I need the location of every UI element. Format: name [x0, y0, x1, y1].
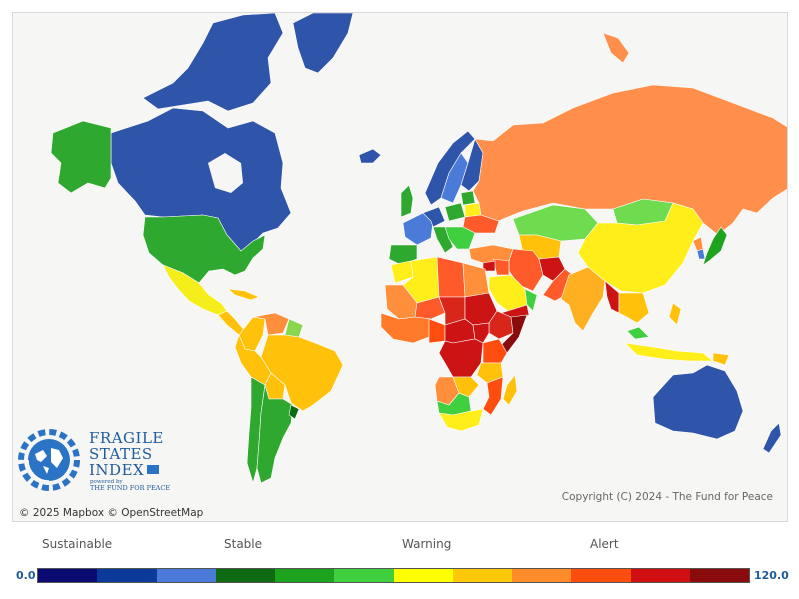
country-indonesia[interactable] — [624, 342, 714, 362]
flag-badge-icon — [147, 465, 160, 474]
country-italy[interactable] — [432, 226, 454, 254]
legend-swatch-10 — [571, 569, 631, 582]
country-iraq[interactable] — [492, 258, 510, 276]
country-united-kingdom[interactable] — [400, 184, 414, 218]
globe-gear-icon — [18, 429, 80, 491]
legend-swatch-7 — [393, 569, 453, 582]
russia-northern-islands[interactable] — [602, 32, 630, 64]
legend-category-stable: Stable — [224, 537, 263, 551]
country-india[interactable] — [560, 266, 606, 332]
legend-category-warning: Warning — [402, 537, 452, 551]
country-alaska[interactable] — [50, 120, 112, 194]
country-canada[interactable] — [110, 107, 292, 252]
legend-swatch-5 — [275, 569, 335, 582]
country-libya[interactable] — [436, 256, 466, 298]
country-argentina[interactable] — [256, 384, 294, 484]
map-attribution[interactable]: © 2025 Mapbox © OpenStreetMap — [19, 507, 204, 519]
country-uruguay[interactable] — [288, 404, 300, 420]
legend-swatch-6 — [334, 569, 394, 582]
copyright-notice: Copyright (C) 2024 - The Fund for Peace — [561, 491, 773, 503]
world-map[interactable] — [13, 13, 788, 522]
country-germany[interactable] — [422, 206, 446, 228]
country-myanmar[interactable] — [604, 280, 620, 314]
logo-organization: THE FUND FOR PEACE — [90, 484, 171, 492]
country-norway[interactable] — [424, 130, 476, 206]
country-philippines[interactable] — [668, 302, 682, 326]
country-malaysia[interactable] — [626, 326, 650, 340]
country-venezuela[interactable] — [252, 312, 290, 336]
country-oman[interactable] — [524, 288, 538, 312]
region-southeast-asia[interactable] — [618, 292, 650, 324]
country-dr-congo[interactable] — [438, 338, 484, 378]
legend-swatch-4 — [215, 569, 275, 582]
region-central-america[interactable] — [217, 310, 246, 336]
legend-swatch-1 — [38, 569, 98, 582]
map-view[interactable]: FRAGILE STATES INDEX powered by THE FUND… — [12, 12, 788, 522]
country-nigeria[interactable] — [428, 318, 446, 344]
country-belarus[interactable] — [464, 202, 482, 218]
logo-powered-by: powered by — [90, 479, 123, 485]
country-turkey[interactable] — [468, 244, 514, 264]
legend-swatch-11 — [630, 569, 690, 582]
country-japan[interactable] — [702, 226, 728, 266]
hudson-bay — [208, 153, 243, 193]
country-kenya[interactable] — [482, 338, 508, 364]
legend-swatch-9 — [512, 569, 572, 582]
country-baltics[interactable] — [460, 190, 476, 206]
legend-swatch-12 — [689, 569, 749, 582]
country-poland[interactable] — [444, 202, 466, 222]
legend-swatch-8 — [452, 569, 512, 582]
legend-category-alert: Alert — [590, 537, 619, 551]
country-south-africa[interactable] — [438, 408, 484, 432]
legend-min-value: 0.0 — [16, 569, 36, 582]
legend-color-scale — [37, 568, 750, 583]
legend-max-value: 120.0 — [754, 569, 789, 582]
legend-swatch-2 — [97, 569, 157, 582]
country-north-korea[interactable] — [692, 236, 704, 252]
fragile-states-index-logo: FRAGILE STATES INDEX powered by THE FUND… — [17, 426, 177, 498]
country-greenland[interactable] — [292, 13, 354, 74]
country-papua-new-guinea[interactable] — [712, 352, 730, 366]
logo-line-fragile: FRAGILE — [89, 429, 164, 447]
logo-line-states: STATES — [89, 445, 153, 463]
country-iceland[interactable] — [358, 148, 382, 164]
country-madagascar[interactable] — [502, 374, 518, 406]
logo-line-index: INDEX — [89, 461, 145, 479]
legend-swatch-3 — [156, 569, 216, 582]
country-south-sudan[interactable] — [472, 322, 490, 344]
country-new-zealand[interactable] — [762, 422, 782, 454]
country-south-korea[interactable] — [696, 248, 706, 260]
country-australia[interactable] — [652, 364, 744, 440]
region-caribbean[interactable] — [227, 288, 260, 301]
canada-arctic-islands[interactable] — [142, 13, 284, 112]
country-zambia[interactable] — [452, 376, 480, 398]
legend-category-sustainable: Sustainable — [42, 537, 113, 551]
country-niger[interactable] — [414, 296, 446, 320]
country-mozambique[interactable] — [482, 376, 504, 416]
